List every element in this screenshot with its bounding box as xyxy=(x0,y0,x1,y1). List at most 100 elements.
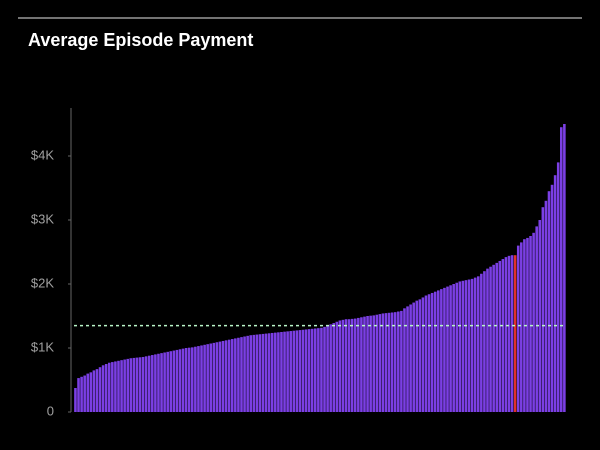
bar xyxy=(264,333,268,412)
bar xyxy=(415,300,419,412)
bar xyxy=(169,351,173,412)
bar xyxy=(473,277,477,412)
bar xyxy=(397,311,400,412)
bar xyxy=(289,331,292,412)
bar xyxy=(74,388,77,412)
bar xyxy=(563,124,566,412)
bar xyxy=(197,346,200,412)
bar xyxy=(381,313,385,412)
bar xyxy=(449,285,452,412)
bar xyxy=(221,340,225,412)
bar xyxy=(138,357,142,412)
bar xyxy=(258,334,262,412)
bar xyxy=(104,364,108,412)
bar xyxy=(353,318,357,412)
bar xyxy=(178,349,182,412)
bar xyxy=(215,342,219,412)
bar xyxy=(507,255,511,412)
bar xyxy=(163,352,166,412)
bar xyxy=(498,260,502,412)
chart-title: Average Episode Payment xyxy=(28,30,253,50)
bar xyxy=(393,312,397,412)
bar xyxy=(255,334,259,412)
bar xyxy=(421,297,425,412)
bar xyxy=(187,347,191,412)
bar xyxy=(384,313,388,412)
bar xyxy=(304,329,308,412)
bar xyxy=(480,273,483,412)
bar xyxy=(141,356,145,412)
bar xyxy=(400,310,403,412)
bar xyxy=(261,333,265,412)
bar xyxy=(424,295,428,412)
bar xyxy=(270,332,274,412)
bar xyxy=(237,337,240,412)
bar xyxy=(430,292,434,412)
bar xyxy=(274,332,277,412)
bar xyxy=(455,282,459,412)
bar xyxy=(135,357,139,412)
bar xyxy=(532,232,535,412)
bar xyxy=(240,337,243,412)
bar xyxy=(286,331,289,412)
bar xyxy=(350,318,354,412)
bar xyxy=(314,328,317,412)
bar xyxy=(556,162,560,412)
bar xyxy=(184,348,188,412)
bar xyxy=(181,348,185,412)
bar xyxy=(403,308,406,412)
y-tick-label: $2K xyxy=(31,275,54,290)
bar xyxy=(166,351,169,412)
y-tick-label: 0 xyxy=(47,403,54,418)
bar xyxy=(332,323,336,412)
bar xyxy=(89,372,93,412)
bar xyxy=(338,320,342,412)
bar xyxy=(526,237,529,412)
bar xyxy=(335,321,339,412)
bar xyxy=(516,245,520,412)
bar xyxy=(347,319,351,412)
bar xyxy=(80,376,83,412)
bar xyxy=(160,353,163,412)
bar xyxy=(489,266,492,412)
bar xyxy=(320,327,323,412)
bar xyxy=(301,329,305,412)
bar xyxy=(440,289,443,412)
bar xyxy=(504,257,508,412)
bar xyxy=(154,354,157,412)
bar xyxy=(467,279,471,412)
bar xyxy=(535,226,538,412)
bar xyxy=(341,319,345,412)
bar xyxy=(360,317,363,412)
bar xyxy=(206,344,209,412)
bar xyxy=(172,350,176,412)
bar xyxy=(246,335,249,412)
bar xyxy=(224,340,228,412)
bar xyxy=(458,281,462,412)
bar xyxy=(387,312,391,412)
bar xyxy=(427,294,431,412)
bar xyxy=(295,330,299,412)
bar xyxy=(538,220,542,412)
bar xyxy=(212,342,216,412)
bar xyxy=(513,255,517,412)
bar xyxy=(252,334,256,412)
bar xyxy=(298,330,302,412)
y-tick-label: $1K xyxy=(31,339,54,354)
bar xyxy=(323,326,326,412)
bar xyxy=(292,330,296,412)
bar xyxy=(344,319,348,412)
bar xyxy=(329,324,332,412)
bar xyxy=(277,332,280,412)
bar xyxy=(529,236,532,412)
bar xyxy=(310,328,314,412)
bar xyxy=(317,328,320,412)
bar xyxy=(267,333,271,412)
bar xyxy=(418,299,422,412)
bar xyxy=(98,367,102,412)
bar xyxy=(369,315,372,412)
bar xyxy=(550,184,554,412)
bar xyxy=(111,362,114,412)
bar xyxy=(520,242,523,412)
